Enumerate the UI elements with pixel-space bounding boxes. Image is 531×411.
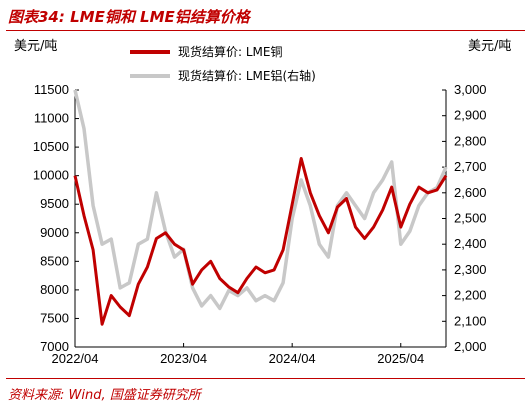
y-right-tick-label: 2,300 [454,262,487,277]
y-right-tick-label: 2,400 [454,236,487,251]
y-right-tick-label: 2,100 [454,313,487,328]
y-left-unit: 美元/吨 [14,39,57,54]
y-left-tick-label: 11000 [34,111,69,126]
series-line-lme-aluminum [73,89,448,311]
y-right-tick-label: 2,700 [454,159,487,174]
top-divider [6,30,525,31]
legend-label-lme-aluminum: 现货结算价: LME铝(右轴) [178,68,316,83]
y-right-tick-label: 2,900 [454,108,487,123]
y-right-unit: 美元/吨 [468,39,511,54]
y-left-tick-label: 8500 [40,253,69,268]
y-left-tick-label: 7000 [40,339,69,354]
y-left-tick-label: 11500 [34,82,69,97]
bottom-divider [6,378,525,379]
x-tick-label: 2024/04 [269,351,316,366]
y-right-tick-label: 2,000 [454,339,487,354]
y-left-tick-label: 8000 [40,282,69,297]
x-tick-label: 2025/04 [377,351,424,366]
y-left-tick-label: 10000 [33,168,69,183]
y-right-tick-label: 2,600 [454,185,487,200]
legend-label-lme-copper: 现货结算价: LME铜 [178,44,282,59]
chart-title: 图表34: LME铜和 LME铝结算价格 [8,8,250,26]
x-tick-label: 2022/04 [52,351,99,366]
series-line-lme-copper [73,157,448,326]
y-right-tick-label: 3,000 [454,82,487,97]
y-left-tick-label: 10500 [33,139,69,154]
y-left-tick-label: 9500 [40,196,69,211]
y-left-tick-label: 7500 [40,310,69,325]
y-right-tick-label: 2,500 [454,211,487,226]
y-right-tick-label: 2,800 [454,133,487,148]
source-note: 资料来源: Wind, 国盛证券研究所 [8,388,201,403]
y-left-tick-label: 9000 [40,225,69,240]
y-right-tick-label: 2,200 [454,288,487,303]
x-tick-label: 2023/04 [160,351,207,366]
